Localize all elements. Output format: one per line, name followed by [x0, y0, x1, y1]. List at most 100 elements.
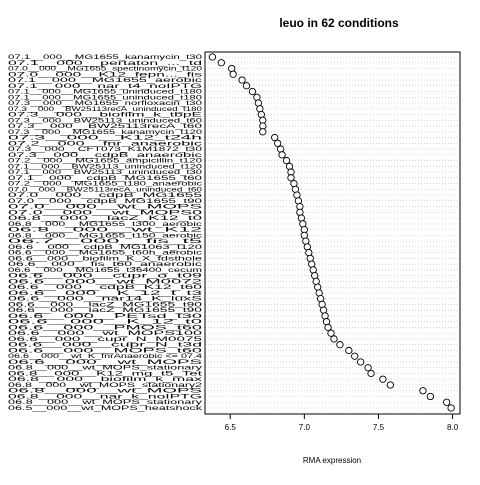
condition-label: 06.8__000__biofilm_k_max — [8, 376, 204, 383]
condition-label: 06.6__000__K_12_t0 — [8, 319, 203, 326]
condition-label: 07.1__000__BW25113_uninduced_t30 — [8, 169, 203, 176]
data-point — [351, 352, 359, 360]
condition-label: 06.8__000__MG1655_t150_aerobic — [8, 232, 203, 239]
data-point — [386, 381, 394, 389]
condition-label: 07.3__000__MG1655_norfloxacin_t30 — [8, 100, 203, 107]
condition-label: 06.8__000__K12_mg_t5_Tet — [8, 370, 202, 377]
condition-label: 06.8__000__lacZ_K12_t0 — [8, 215, 203, 222]
plot-frame — [204, 51, 461, 415]
data-point — [282, 156, 291, 165]
condition-label: 06.6__000__wt_MOPS — [8, 359, 204, 366]
condition-label: 06.6__000__cdpB_MG1063_t120 — [8, 244, 203, 251]
condition-label: 07.0__000__cdpB_MG1655_t90 — [8, 198, 203, 205]
condition-label: 07.3__000__CFT073_K1M1872_t30 — [8, 146, 203, 153]
chart-title: leuo in 62 conditions — [279, 16, 399, 30]
data-point — [447, 404, 455, 412]
condition-label: 06.8__000__MG1655_t300_aerobic — [8, 221, 203, 228]
condition-label: 06.8__000__wt_MOPS_stationary2 — [8, 382, 203, 389]
grid-lines — [205, 56, 460, 409]
condition-label: 07.1__000__BW25113_uninduced_t120 — [8, 163, 203, 170]
condition-label: 06.6__000__wt_K_fnrAnaerobic <= 07.4 — [8, 353, 203, 360]
condition-label: 06.6__000__MOPS_t60 — [8, 347, 203, 354]
condition-label: 07.1__000__nar_t4_noIPTG — [8, 83, 202, 90]
condition-label: 06.6__000__lacZ_MG1655_t90 — [8, 307, 203, 314]
data-point — [259, 128, 267, 136]
condition-label: 06.5__000__wt_MOPS_heatshock — [8, 405, 203, 412]
data-point — [345, 346, 353, 355]
condition-label: 07.1__000__MG1655_aerobic — [8, 77, 204, 84]
data-point — [367, 369, 375, 378]
condition-label: 07.1__000__MG1655_uninduced_t180 — [8, 89, 203, 96]
condition-label: 07.0__000__wt_MOPS0 — [8, 209, 203, 216]
data-point — [248, 87, 257, 96]
data-point — [327, 329, 335, 337]
condition-label: 06.6__000__MG1655_t60h_aerobic — [8, 250, 203, 257]
condition-label: 06.6__000__cupr_o_t09 — [8, 273, 203, 280]
data-point — [324, 323, 332, 332]
x-tick-label: 7.0 — [299, 423, 311, 432]
condition-label: 07.3__000__cdpB_anaerobic — [8, 152, 204, 159]
x-tick-label: 7.5 — [373, 423, 385, 432]
condition-label: 06.6__000__PETsd_t30 — [8, 313, 203, 320]
condition-label: 06.6__000__lacZ_MG1655_t90 — [8, 301, 203, 308]
condition-label: 07.0__000__wt_MOPS — [8, 204, 204, 211]
data-point — [217, 59, 225, 67]
condition-label: 06.6__000__wt_MOPS100 — [8, 330, 203, 337]
condition-label: 07.1__000__MG1655_kanamycin_t30 — [8, 54, 203, 61]
condition-label: 06.6__000__cdpB_K12_t60 — [8, 284, 203, 291]
condition-label: 07.0__000__BW25113recA_uninduced_t60 — [8, 186, 202, 193]
condition-label: 06.8__000__wt_MOPS — [8, 388, 204, 395]
data-point — [443, 398, 451, 406]
condition-label: 06.6__000__K_12_t_t3 — [8, 290, 203, 297]
condition-label: 06.6__000__biofilm_K_X_fdsthole — [8, 255, 203, 262]
condition-label: 06.8__000__wt_MOPS_stationary — [8, 365, 203, 372]
data-point — [426, 392, 434, 401]
condition-label: 07.3__000__BW25113recA_uninduced_t180 — [8, 106, 202, 113]
condition-label: 06.6__000__wt_M0072 — [8, 278, 203, 285]
condition-label: 06.8__000__wt_K12 — [8, 227, 203, 234]
data-point — [229, 70, 237, 78]
condition-label: 06.6__000__nar14_K_luxS — [8, 296, 203, 303]
data-point — [278, 151, 286, 159]
condition-label: 07.3__000__biofilm_k_tbpE — [8, 112, 203, 119]
condition-label: 07.1__000__cdpB_MG1655_t60 — [8, 175, 203, 182]
condition-label: 07.0__000__cdpB_MG1655 — [8, 192, 203, 199]
condition-label: 07.1__000__pertaton_..._td — [8, 60, 203, 67]
condition-label: 07.1__000__MG1655_uninduced_t180 — [8, 94, 203, 101]
condition-label: 06.8__000__wt_MOPS_stationary — [8, 399, 203, 406]
condition-label: 06.6__000__PMOS_t60 — [8, 324, 203, 331]
condition-label: 07.2__000__MG1655_t180_anaerobic — [8, 181, 203, 188]
x-tick-label: 6.5 — [225, 423, 237, 432]
data-point — [242, 82, 251, 90]
condition-labels: 07.1__000__MG1655_kanamycin_t3007.1__000… — [8, 54, 204, 412]
condition-label: 06.7__000__fis_t5 — [8, 238, 203, 245]
data-point — [271, 133, 279, 142]
condition-label: 07.0__000__MG1655_spectinomycin_t120 — [8, 66, 202, 73]
data-point — [330, 335, 338, 343]
condition-label: 07.2__000__fnr_anaerobic — [8, 140, 204, 147]
data-point — [336, 341, 344, 349]
condition-label: 06.6__000__MG1655_t36400_cecum — [8, 267, 203, 274]
data-point — [419, 387, 427, 395]
condition-label: 06.8__000__nar_k_noIPTG — [8, 393, 202, 400]
x-axis-label: RMA expression — [303, 456, 361, 465]
data-point — [364, 364, 372, 372]
condition-label: 06.6__000__cupr_N_M0075 — [8, 336, 203, 343]
condition-label: 07.3__000__BW25113_uninduced_t60 — [8, 117, 203, 124]
condition-label: 07.3__000__MG1655_kanamycin_t120 — [8, 129, 203, 136]
data-point — [273, 139, 282, 147]
data-point — [357, 358, 365, 366]
condition-label: 06.6__000__fis_t60_anaerobic — [8, 261, 203, 268]
x-tick-label: 8.0 — [447, 423, 459, 432]
condition-label: 07.0__000__K12_fepn..._fis — [8, 71, 204, 78]
data-point — [379, 375, 387, 383]
data-point — [287, 174, 295, 182]
condition-label: 06.6__000__cupr_N_t3d — [8, 342, 203, 349]
data-points — [208, 53, 455, 412]
condition-label: 07.3__000__BW25113recA_t60 — [8, 123, 203, 130]
data-point — [208, 53, 217, 61]
x-axis: 6.5 7.0 7.5 8.0 — [225, 414, 459, 432]
condition-label: 07.3__000__K12_t24h — [8, 135, 203, 142]
